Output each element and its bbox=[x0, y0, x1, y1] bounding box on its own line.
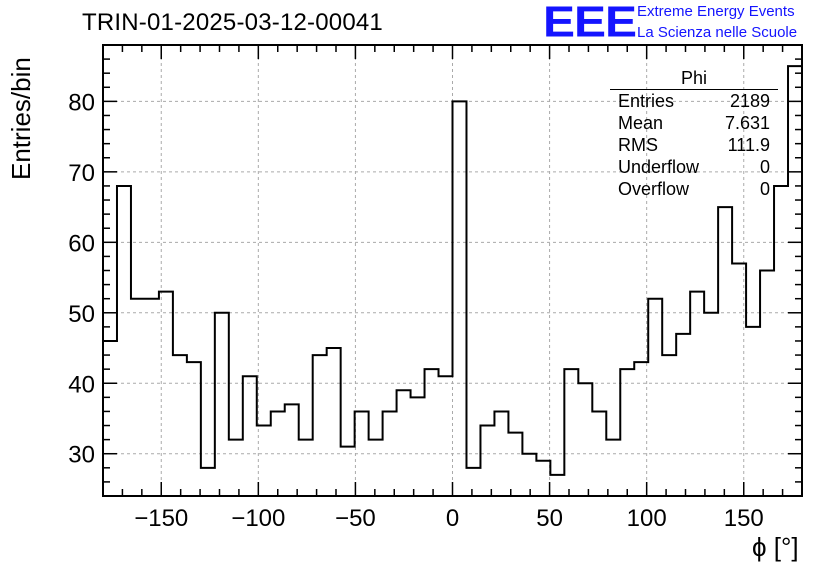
x-tick-label: 150 bbox=[724, 505, 764, 532]
stats-value: 7.631 bbox=[724, 113, 770, 133]
histogram-bin bbox=[578, 383, 592, 496]
histogram-bin bbox=[355, 411, 369, 496]
stats-value: 2189 bbox=[729, 91, 770, 111]
histogram-bin bbox=[285, 404, 299, 496]
histogram-bin bbox=[299, 440, 313, 496]
histogram-bin bbox=[229, 440, 243, 496]
histogram-bin bbox=[662, 355, 676, 496]
stats-row-overflow: Overflow 0 bbox=[610, 178, 778, 200]
x-tick-label: 50 bbox=[536, 505, 563, 532]
stats-key: Underflow bbox=[618, 157, 700, 177]
histogram-bin bbox=[173, 355, 187, 496]
x-axis-label: ϕ [°] bbox=[752, 532, 799, 562]
histogram-bin bbox=[411, 397, 425, 496]
histogram-bin bbox=[690, 292, 704, 496]
y-axis-label: Entries/bin bbox=[6, 57, 36, 180]
y-tick-label: 30 bbox=[68, 442, 95, 469]
logo-line-2: La Scienza nelle Scuole bbox=[637, 24, 798, 41]
histogram-bin bbox=[439, 376, 453, 496]
histogram-outline bbox=[103, 65, 802, 476]
chart-title: TRIN-01-2025-03-12-00041 bbox=[82, 9, 383, 36]
histogram-bin bbox=[187, 362, 201, 496]
logo-line-1: Extreme Energy Events bbox=[637, 3, 795, 20]
stats-box-title: Phi bbox=[610, 68, 778, 90]
histogram-bin bbox=[215, 313, 229, 496]
histogram-bin bbox=[648, 299, 662, 496]
x-tick-label: −50 bbox=[335, 505, 376, 532]
histogram-bin bbox=[103, 341, 117, 496]
stats-row-mean: Mean 7.631 bbox=[610, 112, 778, 134]
histogram-bin bbox=[453, 101, 467, 496]
histogram-bin bbox=[550, 475, 564, 496]
histogram-bin bbox=[508, 433, 522, 496]
stats-value: 0 bbox=[759, 179, 770, 199]
stats-key: Overflow bbox=[618, 179, 690, 199]
x-tick-label: 0 bbox=[446, 505, 459, 532]
histogram-bin bbox=[676, 334, 690, 496]
histogram-bin bbox=[620, 369, 634, 496]
histogram-bin bbox=[592, 411, 606, 496]
histogram-bin bbox=[760, 271, 774, 497]
histogram-bin bbox=[131, 299, 145, 496]
histogram-bin bbox=[327, 348, 341, 496]
histogram-bin bbox=[271, 411, 285, 496]
histogram-bin bbox=[480, 426, 494, 496]
stats-row-entries: Entries 2189 bbox=[610, 90, 778, 112]
y-tick-label: 40 bbox=[68, 371, 95, 398]
histogram-bin bbox=[746, 327, 760, 496]
histogram-bin bbox=[564, 369, 578, 496]
histogram-bin bbox=[704, 313, 718, 496]
histogram-bin bbox=[243, 376, 257, 496]
histogram-bin bbox=[117, 186, 131, 496]
histogram-bin bbox=[774, 186, 788, 496]
stats-value: 111.9 bbox=[727, 135, 770, 155]
stats-box: Phi Entries 2189 Mean 7.631 RMS 111.9 Un… bbox=[610, 68, 778, 200]
histogram-bin bbox=[536, 461, 550, 496]
y-tick-label: 80 bbox=[68, 89, 95, 116]
histogram-bin bbox=[606, 440, 620, 496]
histogram-bin bbox=[341, 447, 355, 496]
histogram-bin bbox=[788, 66, 802, 496]
histogram-bin bbox=[201, 468, 215, 496]
histogram-bin bbox=[634, 362, 648, 496]
stats-row-rms: RMS 111.9 bbox=[610, 134, 778, 156]
histogram-bin bbox=[494, 411, 508, 496]
stats-key: Mean bbox=[618, 113, 664, 133]
histogram-bin bbox=[369, 440, 383, 496]
histogram-bin bbox=[313, 355, 327, 496]
histogram-bin bbox=[732, 263, 746, 496]
y-tick-label: 70 bbox=[68, 160, 95, 187]
stats-key: Entries bbox=[618, 91, 675, 111]
x-tick-label: −150 bbox=[134, 505, 188, 532]
histogram-bin bbox=[145, 299, 159, 496]
histogram-bin bbox=[425, 369, 439, 496]
histogram-bin bbox=[397, 390, 411, 496]
stats-row-underflow: Underflow 0 bbox=[610, 156, 778, 178]
x-tick-label: 100 bbox=[627, 505, 667, 532]
stats-value: 0 bbox=[759, 157, 770, 177]
eee-logo-mark: EEE bbox=[543, 0, 637, 47]
histogram-bin bbox=[522, 454, 536, 496]
histogram-bin bbox=[718, 207, 732, 496]
histogram-bin bbox=[383, 411, 397, 496]
histogram-bin bbox=[159, 292, 173, 496]
y-tick-label: 60 bbox=[68, 230, 95, 257]
histogram-bin bbox=[466, 468, 480, 496]
x-tick-label: −100 bbox=[231, 505, 285, 532]
stats-key: RMS bbox=[618, 135, 658, 155]
y-tick-label: 50 bbox=[68, 301, 95, 328]
